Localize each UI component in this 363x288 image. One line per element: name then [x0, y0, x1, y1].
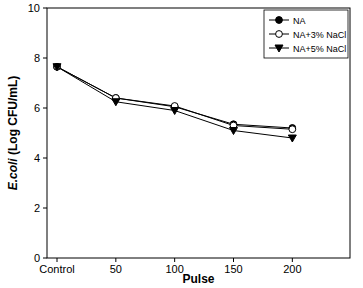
chart: 0246810Control50100150200PulseE.coli (Lo…: [0, 0, 363, 288]
point: [112, 99, 120, 106]
point: [230, 128, 238, 135]
point: [171, 108, 179, 115]
y-tick-label: 2: [34, 202, 40, 214]
y-tick: [43, 8, 47, 9]
y-tick-label: 8: [34, 52, 40, 64]
x-tick-label: 50: [110, 263, 122, 275]
series-line: [57, 67, 292, 128]
plot-area: [53, 63, 296, 142]
x-tick: [292, 258, 293, 262]
point: [53, 64, 61, 71]
y-axis-label: E.coli (Log CFU/mL): [6, 76, 20, 191]
y-tick: [43, 58, 47, 59]
y-tick: [43, 258, 47, 259]
y-tick: [43, 108, 47, 109]
legend-marker: [276, 17, 283, 24]
y-tick-label: 4: [34, 152, 40, 164]
legend-marker: [275, 45, 283, 52]
y-tick: [43, 208, 47, 209]
x-tick: [57, 258, 58, 262]
y-tick: [43, 158, 47, 159]
x-tick-label: Control: [39, 263, 74, 275]
series-line: [57, 67, 292, 138]
x-tick-label: 200: [283, 263, 301, 275]
x-tick: [233, 258, 234, 262]
legend: NA NA+3% NaCl NA+5% NaCl: [264, 10, 348, 58]
y-tick-label: 6: [34, 102, 40, 114]
x-tick-label: 100: [165, 263, 183, 275]
legend-label: NA+5% NaCl: [293, 44, 346, 54]
point: [288, 135, 296, 142]
point: [54, 63, 61, 70]
x-tick: [174, 258, 175, 262]
legend-label: NA: [293, 16, 306, 26]
legend-box: [264, 10, 348, 58]
x-tick: [115, 258, 116, 262]
point: [289, 126, 296, 133]
point: [54, 63, 61, 70]
x-tick-label: 150: [224, 263, 242, 275]
legend-label: NA+3% NaCl: [293, 30, 346, 40]
series-line: [57, 67, 292, 130]
y-tick-label: 10: [28, 2, 40, 14]
legend-marker: [276, 31, 283, 38]
plot-frame: [47, 8, 350, 258]
x-axis-label: Pulse: [182, 272, 214, 286]
